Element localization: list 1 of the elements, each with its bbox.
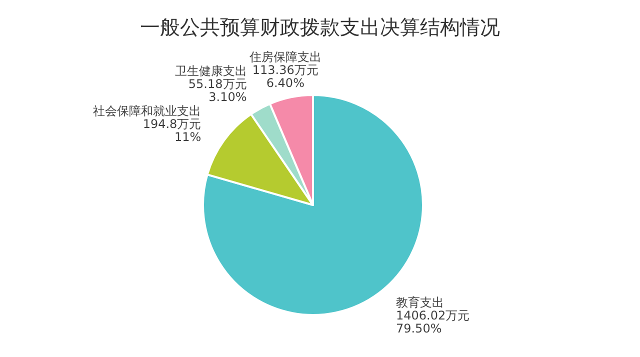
chart-title: 一般公共预算财政拨款支出决算结构情况 — [140, 15, 500, 39]
